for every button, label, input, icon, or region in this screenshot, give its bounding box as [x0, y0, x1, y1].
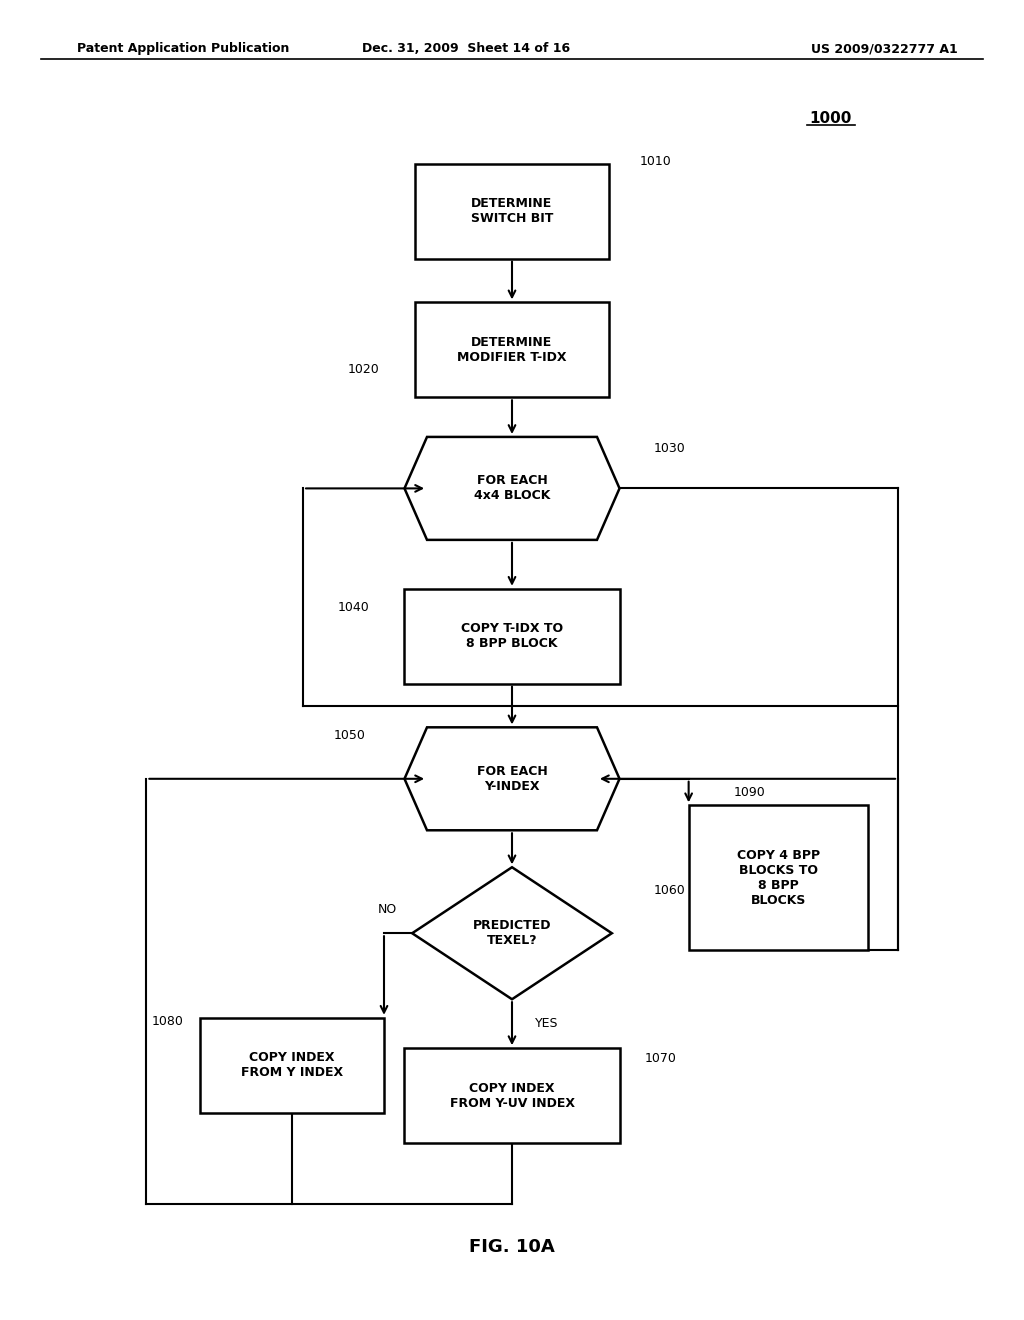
Text: 1000: 1000 — [809, 111, 851, 127]
Text: COPY 4 BPP
BLOCKS TO
8 BPP
BLOCKS: COPY 4 BPP BLOCKS TO 8 BPP BLOCKS — [736, 849, 820, 907]
Polygon shape — [404, 727, 620, 830]
Text: DETERMINE
MODIFIER T-IDX: DETERMINE MODIFIER T-IDX — [458, 335, 566, 364]
Text: FIG. 10A: FIG. 10A — [469, 1238, 555, 1257]
FancyBboxPatch shape — [415, 164, 609, 259]
Text: 1020: 1020 — [348, 363, 380, 376]
Text: COPY T-IDX TO
8 BPP BLOCK: COPY T-IDX TO 8 BPP BLOCK — [461, 622, 563, 651]
Text: FOR EACH
Y-INDEX: FOR EACH Y-INDEX — [476, 764, 548, 793]
Text: PREDICTED
TEXEL?: PREDICTED TEXEL? — [473, 919, 551, 948]
Text: Patent Application Publication: Patent Application Publication — [77, 42, 289, 55]
FancyBboxPatch shape — [200, 1018, 384, 1113]
Text: COPY INDEX
FROM Y-UV INDEX: COPY INDEX FROM Y-UV INDEX — [450, 1081, 574, 1110]
Text: 1010: 1010 — [640, 154, 672, 168]
Text: YES: YES — [535, 1018, 558, 1030]
Polygon shape — [412, 867, 612, 999]
FancyBboxPatch shape — [404, 1048, 620, 1143]
Text: Dec. 31, 2009  Sheet 14 of 16: Dec. 31, 2009 Sheet 14 of 16 — [361, 42, 570, 55]
Text: NO: NO — [378, 903, 397, 916]
Text: 1080: 1080 — [152, 1015, 183, 1028]
Text: 1050: 1050 — [334, 729, 366, 742]
Polygon shape — [404, 437, 620, 540]
Text: DETERMINE
SWITCH BIT: DETERMINE SWITCH BIT — [471, 197, 553, 226]
Text: 1030: 1030 — [653, 442, 685, 455]
Text: 1090: 1090 — [733, 785, 765, 799]
Text: US 2009/0322777 A1: US 2009/0322777 A1 — [811, 42, 957, 55]
Text: FOR EACH
4x4 BLOCK: FOR EACH 4x4 BLOCK — [474, 474, 550, 503]
Text: 1070: 1070 — [645, 1052, 677, 1065]
FancyBboxPatch shape — [415, 302, 609, 397]
FancyBboxPatch shape — [688, 805, 867, 950]
Text: 1060: 1060 — [653, 884, 685, 898]
Text: 1040: 1040 — [338, 601, 370, 614]
Text: COPY INDEX
FROM Y INDEX: COPY INDEX FROM Y INDEX — [241, 1051, 343, 1080]
FancyBboxPatch shape — [404, 589, 620, 684]
